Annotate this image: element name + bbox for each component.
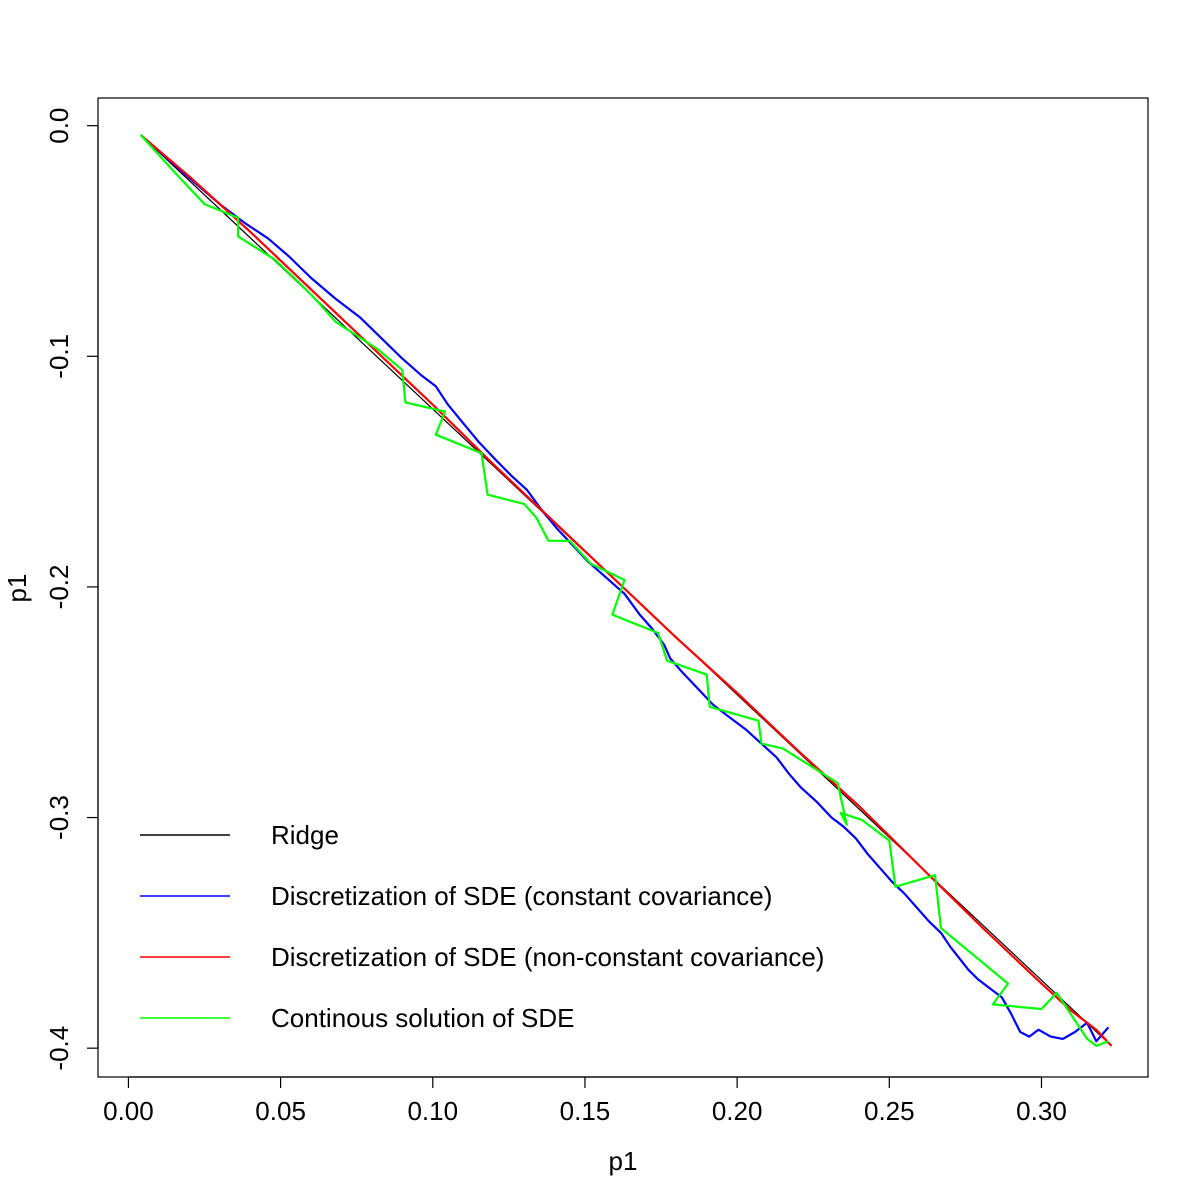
x-axis-title: p1 (609, 1146, 638, 1176)
legend-label: Discretization of SDE (constant covarian… (271, 881, 772, 911)
legend-label: Continous solution of SDE (271, 1003, 575, 1033)
x-tick-label: 0.00 (103, 1096, 154, 1126)
y-tick-label: -0.1 (44, 334, 74, 379)
y-tick-label: -0.4 (44, 1026, 74, 1071)
series-line-2 (139, 134, 1113, 1047)
x-axis: 0.00 0.05 0.10 0.15 0.20 0.25 0.30 (103, 1076, 1067, 1126)
y-axis: 0.0 -0.1 -0.2 -0.3 -0.4 (44, 108, 99, 1071)
x-tick-label: 0.20 (712, 1096, 763, 1126)
x-tick-label: 0.05 (255, 1096, 306, 1126)
y-tick-label: -0.3 (44, 795, 74, 840)
series-line-3 (139, 134, 1109, 1048)
legend-label: Ridge (271, 820, 339, 850)
series-layer (139, 134, 1113, 1048)
legend-label: Discretization of SDE (non-constant cova… (271, 942, 824, 972)
x-tick-label: 0.30 (1016, 1096, 1067, 1126)
legend: Ridge Discretization of SDE (constant cov… (140, 820, 824, 1033)
y-tick-label: 0.0 (44, 108, 74, 144)
x-tick-label: 0.25 (864, 1096, 915, 1126)
x-tick-label: 0.15 (560, 1096, 611, 1126)
y-tick-label: -0.2 (44, 565, 74, 610)
y-axis-title: p1 (2, 574, 32, 603)
x-tick-label: 0.10 (407, 1096, 458, 1126)
